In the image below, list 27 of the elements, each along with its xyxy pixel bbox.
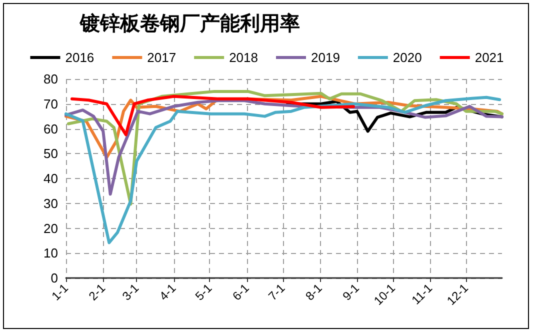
- legend-label: 2020: [392, 50, 422, 65]
- x-tick-label: 8-1: [302, 280, 326, 304]
- x-tick-label: 2-1: [86, 280, 108, 304]
- legend-label: 2021: [474, 50, 504, 65]
- y-tick-label: 50: [44, 146, 58, 162]
- line-series: [64, 96, 502, 244]
- legend-label: 2017: [147, 50, 176, 65]
- y-tick-label: 10: [44, 246, 58, 261]
- y-tick-label: 30: [44, 196, 58, 211]
- y-tick-label: 0: [50, 270, 58, 286]
- legend-label: 2019: [311, 50, 340, 65]
- y-tick-label: 60: [44, 121, 58, 136]
- y-tick-label: 70: [44, 96, 58, 112]
- x-tick-label: 5-1: [192, 280, 215, 304]
- x-tick-label: 6-1: [230, 280, 252, 304]
- x-tick-label: 3-1: [119, 280, 142, 304]
- y-tick-label: 20: [44, 220, 58, 236]
- x-tick-label: 4-1: [156, 280, 179, 304]
- legend-label: 2016: [65, 50, 94, 65]
- line-series: [70, 94, 355, 136]
- y-tick-label: 80: [44, 72, 58, 86]
- x-tick-label: 7-1: [266, 280, 288, 304]
- y-tick-label: 40: [44, 171, 58, 186]
- chart-title: 镀锌板卷钢厂产能利用率: [79, 11, 300, 35]
- x-tick-label: 9-1: [340, 280, 362, 304]
- legend-label: 2018: [229, 50, 258, 65]
- x-tick-label: 11-1: [408, 280, 436, 308]
